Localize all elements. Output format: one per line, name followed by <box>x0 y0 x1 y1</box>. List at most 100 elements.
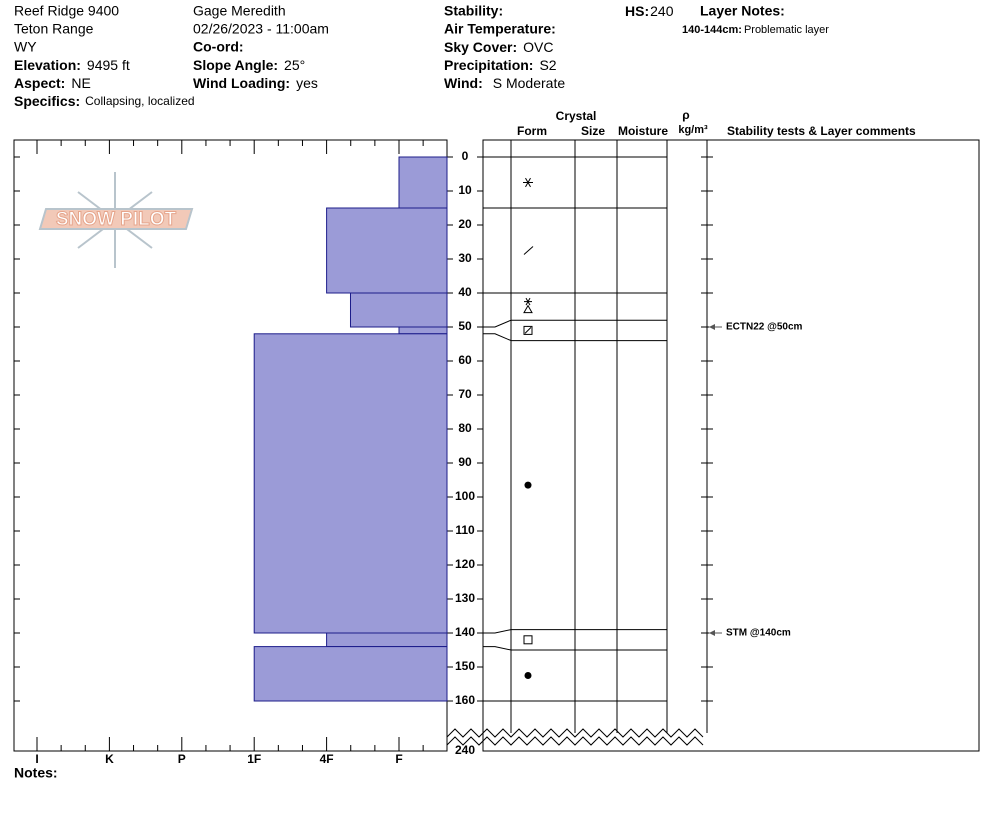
wind-loading: Wind Loading: yes <box>193 75 318 91</box>
range: 140-144cm: <box>682 24 742 36</box>
arrow-head <box>709 630 715 636</box>
hardness-label: 4F <box>320 752 334 766</box>
value: S Moderate <box>493 75 566 91</box>
depth-tick-label: 130 <box>455 591 475 605</box>
depth-tick-label: 160 <box>455 693 475 707</box>
value: NE <box>71 75 90 91</box>
break <box>446 728 704 738</box>
arrow-head <box>709 324 715 330</box>
aspect: Aspect: NE <box>14 75 91 91</box>
hardness-bar <box>349 292 448 328</box>
layer-link <box>483 646 512 651</box>
break <box>446 736 704 746</box>
label: Elevation: <box>14 57 81 73</box>
depth-tick-label: 70 <box>458 387 472 401</box>
depth-tick-label: 100 <box>455 489 475 503</box>
grain-symbol <box>523 246 534 255</box>
depth-tick-label: 90 <box>458 455 472 469</box>
grain-symbol <box>524 481 532 489</box>
elevation: Elevation: 9495 ft <box>14 57 130 73</box>
grain-symbol <box>523 325 533 335</box>
hs: HS:240 <box>625 3 674 19</box>
logo: SNOW PILOT <box>38 172 194 268</box>
slope-angle: Slope Angle: 25° <box>193 57 305 73</box>
hardness-bar <box>398 326 448 335</box>
value: Collapsing, localized <box>85 94 194 108</box>
depth-tick-label: 60 <box>458 353 472 367</box>
value: 240 <box>650 3 674 19</box>
hardness-label: 1F <box>247 752 261 766</box>
hardness-bar <box>398 156 448 209</box>
label: Sky Cover: <box>444 39 517 55</box>
depth-tick-label: 40 <box>458 285 472 299</box>
value: 9495 ft <box>87 57 130 73</box>
specifics: Specifics: Collapsing, localized <box>14 93 195 109</box>
grain-symbol <box>525 177 531 188</box>
label: Aspect: <box>14 75 65 91</box>
depth-tick-label: 120 <box>455 557 475 571</box>
label: Slope Angle: <box>193 57 278 73</box>
layer-link <box>483 319 512 328</box>
hardness-label: K <box>105 752 114 766</box>
depth-tick-label: 50 <box>458 319 472 333</box>
col-density-unit: kg/m³ <box>678 124 708 136</box>
logo-text: SNOW PILOT <box>56 209 177 230</box>
depth-tick-label: 80 <box>458 421 472 435</box>
logo-band <box>38 208 194 230</box>
notes-label: Notes: <box>14 765 58 781</box>
grain-symbol <box>525 297 531 306</box>
grain-symbol <box>523 635 533 645</box>
layer-link <box>483 333 512 342</box>
sky-cover: Sky Cover: OVC <box>444 39 554 55</box>
observer: Gage Meredith <box>193 3 286 19</box>
value: OVC <box>523 39 553 55</box>
hardness-label: F <box>395 752 402 766</box>
grain-symbol <box>523 304 533 314</box>
label: Precipitation: <box>444 57 533 73</box>
label: Wind Loading: <box>193 75 290 91</box>
header: Reef Ridge 9400 Teton Range WY Elevation… <box>14 3 829 109</box>
stability: Stability: <box>444 3 503 19</box>
depth-tick-label: 20 <box>458 217 472 231</box>
wind: Wind: S Moderate <box>444 75 565 91</box>
col-form: Form <box>517 124 547 138</box>
value: S2 <box>539 57 556 73</box>
coord: Co-ord: <box>193 39 244 55</box>
layer-note: 140-144cm: Problematic layer <box>682 24 829 36</box>
site: Reef Ridge 9400 <box>14 3 119 19</box>
depth-tick-label: 10 <box>458 183 472 197</box>
col-moisture: Moisture <box>618 124 668 138</box>
grain-symbol <box>524 327 532 334</box>
value: yes <box>296 75 318 91</box>
hardness-label: P <box>178 752 186 766</box>
depth-tick-label: 0 <box>462 149 469 163</box>
hardness-bar <box>253 333 448 634</box>
text: Problematic layer <box>744 24 829 36</box>
state: WY <box>14 39 37 55</box>
hardness-bar <box>326 632 448 648</box>
hardness-bar <box>253 646 448 702</box>
depth-tick-label: 30 <box>458 251 472 265</box>
precipitation: Precipitation: S2 <box>444 57 557 73</box>
comment: ECTN22 @50cm <box>726 322 803 333</box>
label: Wind: <box>444 75 483 91</box>
hardness-label: I <box>35 752 38 766</box>
col-rho: ρ <box>682 108 689 122</box>
col-crystal: Crystal <box>556 109 597 123</box>
layers-frame <box>482 139 980 752</box>
datetime: 02/26/2023 - 11:00am <box>193 21 329 37</box>
air-temperature: Air Temperature: <box>444 21 556 37</box>
hardness-bar <box>326 207 448 294</box>
depth-tick-label: 110 <box>455 523 475 537</box>
grain-symbol <box>524 672 532 679</box>
label: HS: <box>625 3 649 19</box>
depth-tick-label: 240 <box>455 743 475 757</box>
depth-tick-label: 140 <box>455 625 475 639</box>
col-size: Size <box>581 124 605 138</box>
depth-tick-label: 150 <box>455 659 475 673</box>
range: Teton Range <box>14 21 94 37</box>
value: 25° <box>284 57 305 73</box>
layer-link <box>483 629 512 634</box>
column-headers: Crystal Form Size Moisture ρ kg/m³ Stabi… <box>517 108 916 138</box>
